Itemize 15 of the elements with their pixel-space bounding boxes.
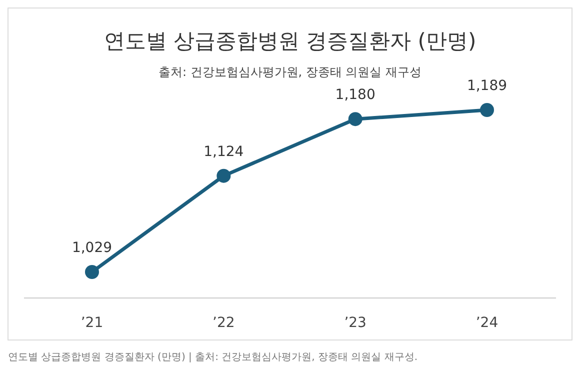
point [348, 112, 362, 126]
data-label: 1,029 [72, 240, 112, 256]
text: 연도별 상급종합병원 경증질환자 (만명) | 출처: 건강보험심사평가원, 장종태 의원실 재구성. [8, 352, 418, 363]
data-label: 1,124 [204, 144, 244, 160]
data-label: 1,189 [466, 78, 508, 94]
x-tick-label: ’23 [344, 315, 366, 331]
x-tick-label: ’24 [476, 315, 498, 331]
x-tick-label: ’22 [212, 315, 235, 331]
x-tick-label: ’21 [80, 315, 104, 331]
data-label: 1,180 [335, 87, 376, 104]
point [216, 168, 231, 183]
chart-title: 연도별 상급종합병원 경증질환자 (만명) [104, 29, 476, 53]
point [85, 265, 99, 279]
point [480, 103, 494, 117]
chart-subtitle: 출처: 건강보험심사평가원, 장종태 의원실 재구성 [158, 65, 422, 79]
